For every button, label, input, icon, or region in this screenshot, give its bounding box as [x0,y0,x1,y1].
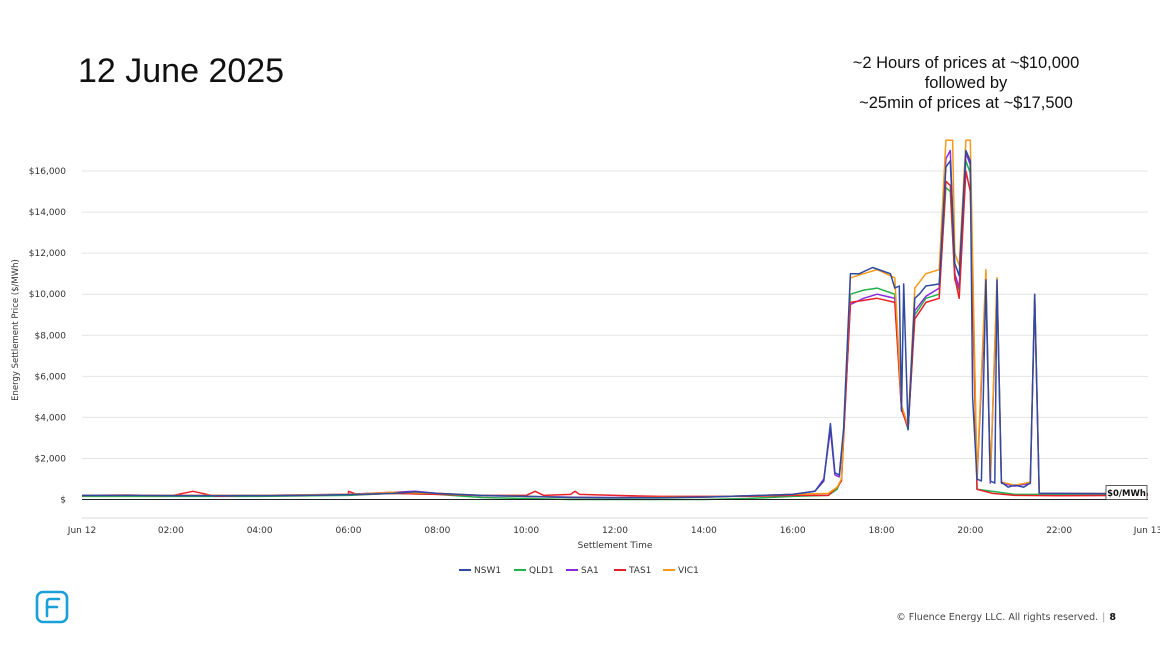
x-tick-label: 06:00 [336,526,362,536]
y-tick-label: $6,000 [35,372,67,382]
x-tick-label: 16:00 [780,526,806,536]
y-tick-label: $8,000 [35,331,67,341]
y-tick-label: $16,000 [29,167,66,177]
end-value-label-box [1105,485,1148,500]
chart-axes: $ $2,000 $4,000 $6,000 $8,000 $10,000 $12,000 $… [11,167,1160,551]
legend-label-tas1: TAS1 [628,566,651,576]
y-tick-label: $10,000 [29,290,66,300]
series-line-tas1 [81,170,1149,498]
y-tick-label: $2,000 [35,454,67,464]
chart-legend: NSW1 QLD1 SA1 TAS1 VIC1 [459,566,699,576]
price-annotation: ~2 Hours of prices at ~$10,000 followed … [820,53,1112,113]
x-tick-label: 14:00 [691,526,717,536]
end-value-label: $0/MWh [1107,489,1146,499]
series-line-sa1 [81,149,1149,499]
y-axis-title: Energy Settlement Price ($/MWh) [11,259,21,401]
x-tick-label: 10:00 [513,526,539,536]
x-tick-label: 08:00 [424,526,450,536]
x-tick-label: 20:00 [957,526,983,536]
x-tick-label: 18:00 [869,526,895,536]
legend-label-nsw1: NSW1 [474,566,501,576]
footer: © Fluence Energy LLC. All rights reserve… [860,612,1116,623]
page-number: 8 [1109,612,1116,623]
footer-copyright: © Fluence Energy LLC. All rights reserve… [896,612,1099,623]
legend-label-vic1: VIC1 [678,566,699,576]
x-tick-label: Jun 12 [67,526,96,536]
y-tick-label: $ [60,496,66,506]
series-line-qld1 [82,160,1148,501]
series-line-nsw1 [82,149,1148,499]
series-line-vic1 [82,139,1149,499]
y-tick-label: $4,000 [35,413,67,423]
legend-label-qld1: QLD1 [529,566,554,576]
annotation-line-1: ~2 Hours of prices at ~$10,000 [852,54,1080,72]
x-tick-label: Jun 13 [1133,526,1160,536]
x-tick-label: 02:00 [158,526,184,536]
x-tick-label: 04:00 [247,526,273,536]
legend-label-sa1: SA1 [581,566,599,576]
x-tick-label: 12:00 [602,526,628,536]
chart-series [81,139,1149,501]
y-tick-label: $14,000 [29,208,66,218]
chart-gridlines [82,170,1148,459]
annotation-line-3: ~25min of prices at ~$17,500 [859,94,1073,112]
x-tick-label: 22:00 [1046,526,1072,536]
y-tick-label: $12,000 [29,249,66,259]
annotation-line-2: followed by [924,74,1008,92]
slide-title: 12 June 2025 [78,52,285,90]
x-axis-title: Settlement Time [578,541,653,551]
price-chart: $ $2,000 $4,000 $6,000 $8,000 $10,000 $12,000 $… [11,139,1160,576]
footer-separator: | [1102,612,1106,623]
fluence-logo-icon [35,590,69,624]
